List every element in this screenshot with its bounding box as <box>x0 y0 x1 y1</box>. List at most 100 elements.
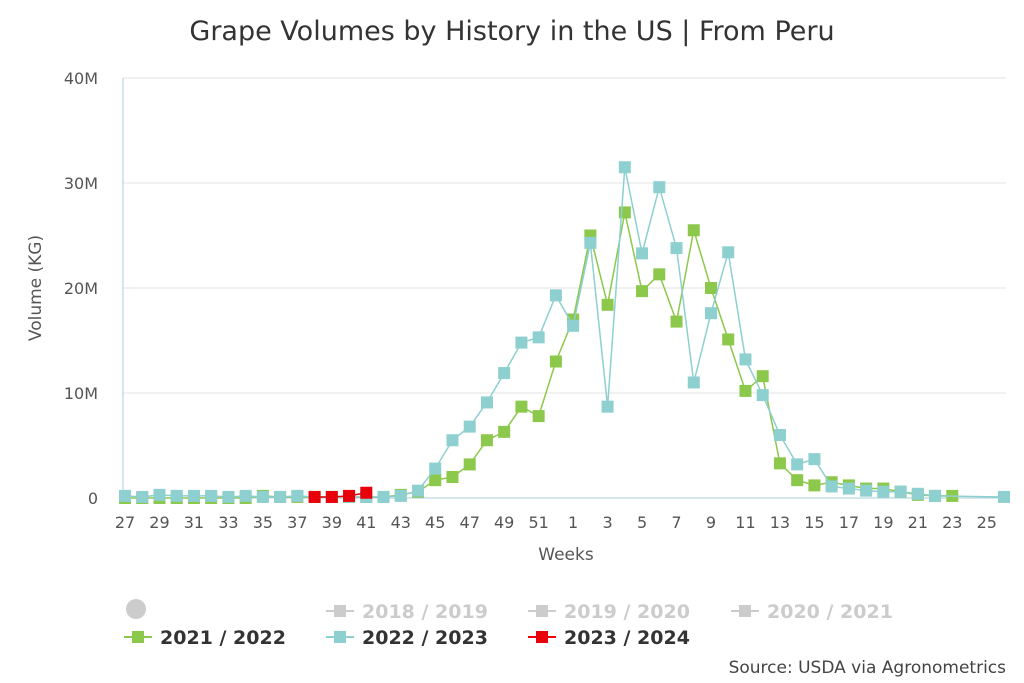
data-point-2022-2023[interactable] <box>480 396 493 409</box>
series-line-2023-2024 <box>314 492 367 498</box>
data-point-2022-2023[interactable] <box>394 489 407 502</box>
data-point-2022-2023[interactable] <box>842 482 855 495</box>
data-point-2022-2023[interactable] <box>239 489 252 502</box>
x-tick-labels: 27 29 31 33 35 37 39 41 43 45 47 49 51 1 3 5 7 9 11 13 15 17 1… <box>115 513 997 532</box>
data-point-2021-2022[interactable] <box>532 410 545 423</box>
data-point-2022-2023[interactable] <box>463 420 476 433</box>
data-point-2022-2023[interactable] <box>584 236 597 249</box>
data-point-2022-2023[interactable] <box>739 353 752 366</box>
data-point-2021-2022[interactable] <box>636 285 649 298</box>
gridlines <box>123 77 1006 394</box>
data-point-2022-2023[interactable] <box>808 453 821 466</box>
data-point-2022-2023[interactable] <box>825 480 838 493</box>
data-point-2021-2022[interactable] <box>670 315 683 328</box>
data-point-2021-2022[interactable] <box>739 384 752 397</box>
data-point-2021-2022[interactable] <box>601 298 614 311</box>
data-point-2022-2023[interactable] <box>860 484 873 497</box>
legend-item-2019-2020[interactable]: 2019 / 2020 <box>528 601 690 623</box>
data-point-2022-2023[interactable] <box>670 242 683 255</box>
x-tick-label: 35 <box>253 513 273 532</box>
data-point-2023-2024[interactable] <box>343 489 356 502</box>
x-tick-label: 47 <box>460 513 480 532</box>
data-point-2022-2023[interactable] <box>791 458 804 471</box>
data-point-2022-2023[interactable] <box>498 367 511 380</box>
data-point-2022-2023[interactable] <box>998 490 1010 503</box>
legend-symbol-marker <box>132 631 144 643</box>
data-point-2022-2023[interactable] <box>377 490 390 503</box>
data-point-2022-2023[interactable] <box>222 490 235 503</box>
data-point-2021-2022[interactable] <box>498 425 511 438</box>
legend-item-2018-2019[interactable]: 2018 / 2019 <box>326 601 488 623</box>
data-point-2021-2022[interactable] <box>653 268 666 281</box>
legend-symbol-marker <box>739 605 751 617</box>
x-tick-label: 1 <box>568 513 578 532</box>
legend-item-2021-2022[interactable]: 2021 / 2022 <box>124 627 286 649</box>
x-tick-label: 21 <box>908 513 928 532</box>
data-point-2022-2023[interactable] <box>601 400 614 413</box>
data-point-2022-2023[interactable] <box>877 485 890 498</box>
data-point-2022-2023[interactable] <box>722 246 735 259</box>
data-point-2021-2022[interactable] <box>773 457 786 470</box>
data-point-2022-2023[interactable] <box>446 434 459 447</box>
data-point-2022-2023[interactable] <box>549 289 562 302</box>
data-point-2022-2023[interactable] <box>636 247 649 260</box>
data-point-2022-2023[interactable] <box>412 484 424 497</box>
data-point-2022-2023[interactable] <box>929 489 942 502</box>
data-point-2021-2022[interactable] <box>549 355 562 368</box>
data-point-2022-2023[interactable] <box>136 490 149 503</box>
data-point-2023-2024[interactable] <box>325 490 338 503</box>
data-point-2022-2023[interactable] <box>515 336 528 349</box>
data-point-2021-2022[interactable] <box>687 224 700 237</box>
data-point-2022-2023[interactable] <box>756 389 769 402</box>
legend-item-2022-2023[interactable]: 2022 / 2023 <box>326 627 488 649</box>
legend-item-2023-2024[interactable]: 2023 / 2024 <box>528 627 690 649</box>
data-point-2022-2023[interactable] <box>205 489 218 502</box>
data-point-2021-2022[interactable] <box>480 434 493 447</box>
data-point-2022-2023[interactable] <box>705 307 717 320</box>
data-point-2022-2023[interactable] <box>291 489 304 502</box>
data-point-2022-2023[interactable] <box>653 181 666 194</box>
data-point-2022-2023[interactable] <box>170 489 183 502</box>
y-axis-label: Volume (KG) <box>26 235 46 341</box>
data-point-2022-2023[interactable] <box>567 319 580 332</box>
data-point-2023-2024[interactable] <box>360 486 373 499</box>
data-point-2022-2023[interactable] <box>532 331 545 344</box>
data-point-2022-2023[interactable] <box>153 488 166 501</box>
data-point-2022-2023[interactable] <box>773 429 786 441</box>
data-point-2022-2023[interactable] <box>429 462 442 475</box>
data-point-2021-2022[interactable] <box>515 400 528 413</box>
data-point-2021-2022[interactable] <box>808 479 821 492</box>
y-tick-label: 20M <box>64 279 98 298</box>
data-point-2022-2023[interactable] <box>894 485 907 498</box>
chart-title: Grape Volumes by History in the US | Fro… <box>189 16 834 47</box>
data-point-2021-2022[interactable] <box>446 471 459 483</box>
x-tick-label: 29 <box>149 513 169 532</box>
data-point-2021-2022[interactable] <box>791 474 804 487</box>
data-point-2022-2023[interactable] <box>911 487 924 500</box>
x-tick-label: 39 <box>322 513 342 532</box>
data-point-2021-2022[interactable] <box>705 282 717 294</box>
data-point-2021-2022[interactable] <box>756 370 769 383</box>
x-tick-label: 23 <box>942 513 962 532</box>
x-tick-label: 31 <box>184 513 204 532</box>
data-point-2022-2023[interactable] <box>274 490 287 503</box>
data-point-2023-2024[interactable] <box>308 490 321 503</box>
legend-symbol-marker <box>536 631 548 643</box>
data-point-2021-2022[interactable] <box>722 333 735 346</box>
x-tick-label: 19 <box>873 513 893 532</box>
data-point-2021-2022[interactable] <box>429 474 442 487</box>
legend-label: 2023 / 2024 <box>564 627 690 649</box>
y-tick-labels: 0 10M 20M 30M 40M <box>64 69 98 508</box>
data-point-2022-2023[interactable] <box>687 376 700 389</box>
legend-item-2020-2021[interactable]: 2020 / 2021 <box>731 601 893 623</box>
x-tick-label: 45 <box>425 513 445 532</box>
data-point-2021-2022[interactable] <box>463 458 476 471</box>
x-tick-label: 13 <box>770 513 790 532</box>
x-tick-label: 17 <box>839 513 859 532</box>
legend-label: 2021 / 2022 <box>160 627 286 649</box>
legend-reset-circle[interactable] <box>126 599 146 619</box>
data-point-2022-2023[interactable] <box>256 490 269 503</box>
data-point-2022-2023[interactable] <box>119 489 131 502</box>
data-point-2022-2023[interactable] <box>618 161 631 174</box>
data-point-2022-2023[interactable] <box>187 489 200 502</box>
